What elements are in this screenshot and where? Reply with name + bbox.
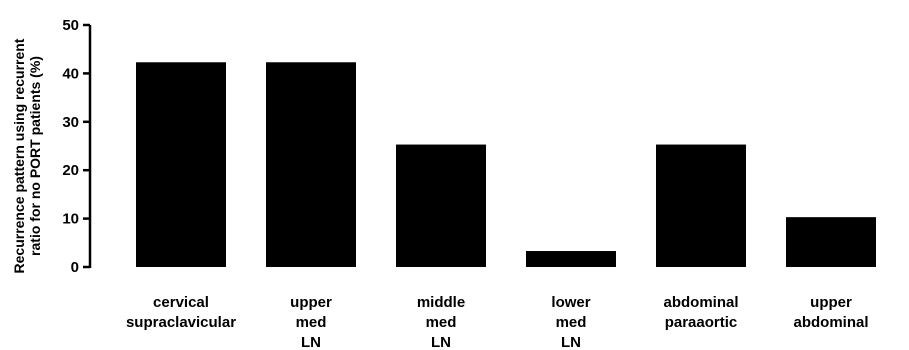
- x-category-label: abdominal paraaortic: [663, 294, 738, 331]
- x-category-label-line: middle: [417, 294, 465, 311]
- y-tick-label: 30: [62, 114, 79, 131]
- x-category-label: cervical supraclavicular: [126, 294, 236, 331]
- x-category-label-line: LN: [301, 334, 321, 350]
- y-axis-title: Recurrence pattern using recurrentratio …: [11, 38, 43, 273]
- x-category-label-line: cervical: [153, 294, 209, 311]
- x-category-label: middle med LN: [417, 294, 465, 350]
- bars: [136, 62, 876, 267]
- y-axis-label-line: ratio for no PORT patients (%): [27, 56, 43, 256]
- y-axis-label: Recurrence pattern using recurrentratio …: [11, 38, 43, 273]
- y-tick-label: 40: [62, 65, 79, 82]
- bar: [656, 144, 746, 267]
- x-category-label-line: LN: [561, 334, 581, 350]
- x-category-label-line: med: [296, 314, 327, 331]
- x-category-label-line: abdominal: [663, 294, 738, 311]
- bar: [266, 62, 356, 267]
- y-tick-label: 50: [62, 17, 79, 34]
- bar: [396, 144, 486, 267]
- x-category-label-line: LN: [431, 334, 451, 350]
- bar: [136, 62, 226, 267]
- y-tick-label: 0: [71, 259, 79, 276]
- y-tick-label: 20: [62, 162, 79, 179]
- x-category-label-line: abdominal: [793, 314, 868, 331]
- bar: [786, 217, 876, 267]
- x-category-label-line: med: [556, 314, 587, 331]
- y-axis: 0 10 20 30 40 50: [62, 17, 92, 276]
- x-category-label-line: supraclavicular: [126, 314, 236, 331]
- x-category-label-line: med: [426, 314, 457, 331]
- y-tick-label: 10: [62, 211, 79, 228]
- x-category-label: upper abdominal: [793, 294, 868, 331]
- x-category-label: upper med LN: [290, 294, 332, 350]
- y-axis-label-line: Recurrence pattern using recurrent: [11, 38, 27, 273]
- x-category-label-line: lower: [551, 294, 590, 311]
- x-category-label: lower med LN: [551, 294, 590, 350]
- x-category-label-line: paraaortic: [665, 314, 738, 331]
- bar: [526, 251, 616, 267]
- x-category-label-line: upper: [290, 294, 332, 311]
- x-category-label-line: upper: [810, 294, 852, 311]
